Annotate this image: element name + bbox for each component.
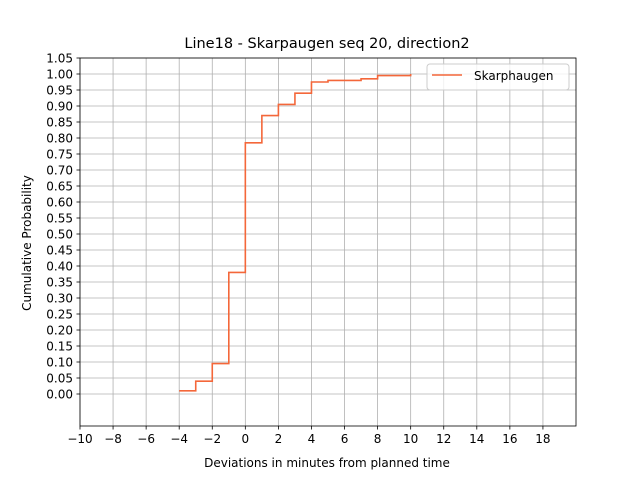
y-tick-label: 0.70 bbox=[46, 163, 73, 177]
x-tick-label: 2 bbox=[275, 432, 283, 446]
x-tick-label: 10 bbox=[403, 432, 418, 446]
plot-frame bbox=[79, 57, 577, 427]
y-tick-label: 0.85 bbox=[46, 115, 73, 129]
x-tick-label: 8 bbox=[374, 432, 382, 446]
x-tick-label: 18 bbox=[535, 432, 550, 446]
y-tick-label: 0.25 bbox=[46, 307, 73, 321]
x-tick-label: −10 bbox=[67, 432, 92, 446]
x-tick-label: 6 bbox=[341, 432, 349, 446]
y-tick-label: 1.05 bbox=[46, 51, 73, 65]
y-tick-label: 1.00 bbox=[46, 67, 73, 81]
y-axis: 0.00 0.05 0.10 0.15 0.20 0.25 0.30 0.35 0.40 0.45… bbox=[46, 51, 80, 401]
x-axis: −10 −8 −6 −4 −2 0 2 4 6 8 10 12 14 16 18 bbox=[67, 426, 551, 446]
y-tick-label: 0.50 bbox=[46, 227, 73, 241]
y-tick-label: 0.75 bbox=[46, 147, 73, 161]
y-tick-label: 0.60 bbox=[46, 195, 73, 209]
y-tick-label: 0.65 bbox=[46, 179, 73, 193]
y-tick-label: 0.10 bbox=[46, 355, 73, 369]
x-tick-label: −2 bbox=[203, 432, 221, 446]
x-tick-label: 0 bbox=[242, 432, 250, 446]
y-tick-label: 0.90 bbox=[46, 99, 73, 113]
x-tick-label: −8 bbox=[104, 432, 122, 446]
y-tick-label: 0.45 bbox=[46, 243, 73, 257]
y-tick-label: 0.15 bbox=[46, 339, 73, 353]
series-layer bbox=[179, 74, 412, 392]
y-tick-label: 0.80 bbox=[46, 131, 73, 145]
x-tick-label: 4 bbox=[308, 432, 316, 446]
x-tick-label: −4 bbox=[170, 432, 188, 446]
legend-label: Skarphaugen bbox=[474, 69, 553, 83]
y-tick-label: 0.35 bbox=[46, 275, 73, 289]
legend-box bbox=[426, 63, 570, 91]
y-tick-label: 0.30 bbox=[46, 291, 73, 305]
series-line-skarphaugen bbox=[179, 74, 412, 392]
x-tick-label: 16 bbox=[502, 432, 517, 446]
x-tick-label: 14 bbox=[469, 432, 484, 446]
y-axis-title: Cumulative Probability bbox=[20, 175, 34, 311]
x-axis-title: Deviations in minutes from planned time bbox=[204, 456, 450, 470]
y-tick-label: 0.40 bbox=[46, 259, 73, 273]
legend: Skarphaugen bbox=[426, 63, 570, 91]
x-tick-label: −6 bbox=[137, 432, 155, 446]
y-tick-label: 0.95 bbox=[46, 83, 73, 97]
x-tick-label: 12 bbox=[436, 432, 451, 446]
y-tick-label: 0.55 bbox=[46, 211, 73, 225]
y-tick-label: 0.20 bbox=[46, 323, 73, 337]
chart-title: Line18 - Skarpaugen seq 20, direction2 bbox=[184, 36, 469, 52]
y-tick-label: 0.00 bbox=[46, 387, 73, 401]
y-tick-label: 0.05 bbox=[46, 371, 73, 385]
